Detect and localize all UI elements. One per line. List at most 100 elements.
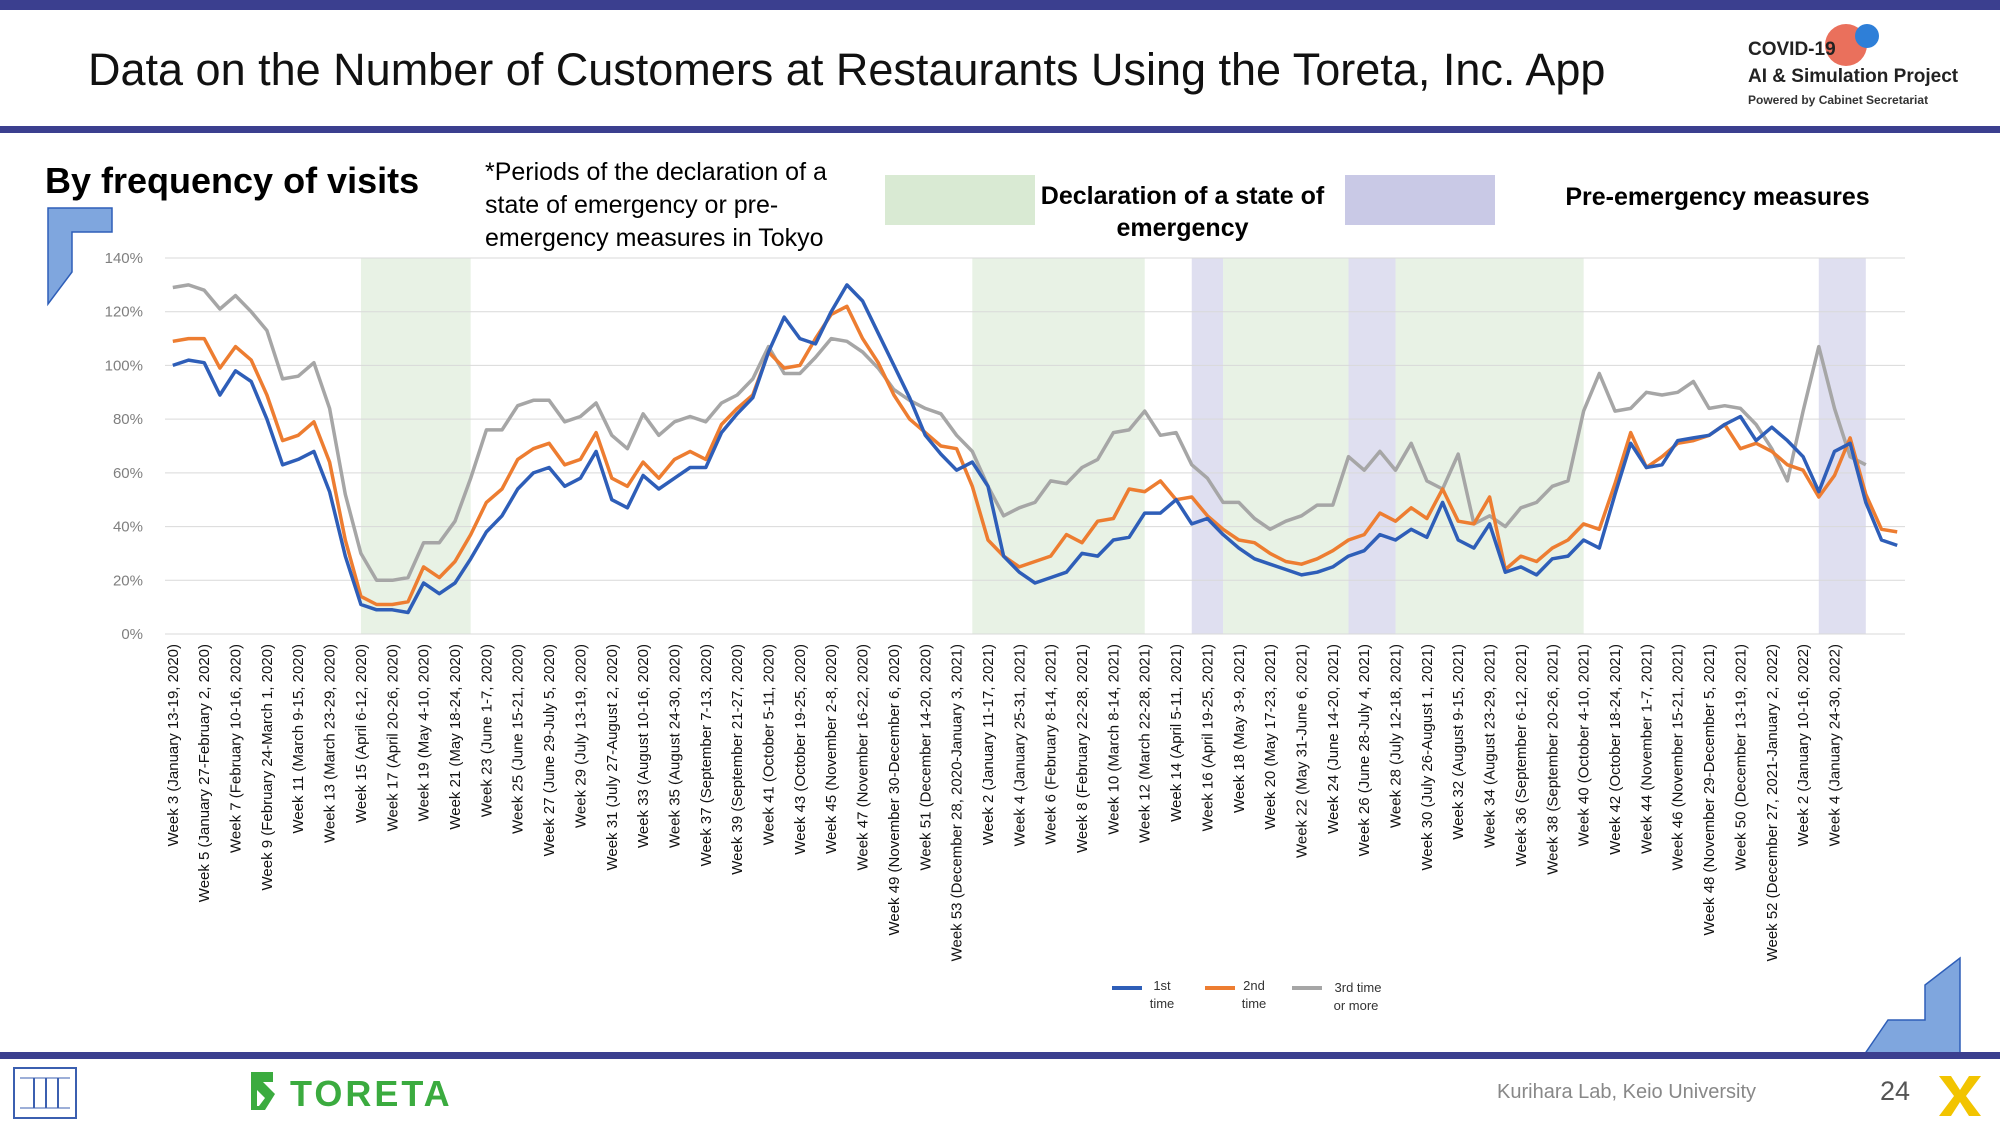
x-tick-label: Week 25 (June 15-21, 2020) bbox=[510, 644, 527, 834]
y-tick-label: 120% bbox=[105, 304, 143, 321]
y-tick-label: 20% bbox=[113, 572, 143, 589]
x-tick-label: Week 28 (July 12-18, 2021) bbox=[1388, 644, 1405, 828]
x-tick-label: Week 15 (April 6-12, 2020) bbox=[353, 644, 370, 823]
project-sub: Powered by Cabinet Secretariat bbox=[1748, 93, 1929, 107]
x-tick-label: Week 12 (March 22-28, 2021) bbox=[1137, 644, 1154, 843]
pre-emergency-period-band bbox=[1348, 258, 1396, 634]
x-tick-label: Week 4 (January 24-30, 2022) bbox=[1827, 644, 1844, 846]
period-shading bbox=[360, 258, 1866, 634]
x-tick-label: Week 30 (July 26-August 1, 2021) bbox=[1419, 644, 1436, 871]
legend-label-1st: 1st time bbox=[1150, 978, 1175, 1011]
series-line-3rd-time-or-more bbox=[172, 283, 1867, 583]
x-tick-label: Week 6 (February 8-14, 2021) bbox=[1043, 644, 1060, 845]
emergency-period-band bbox=[1395, 258, 1584, 634]
x-tick-label: Week 41 (October 5-11, 2020) bbox=[761, 644, 778, 845]
y-tick-label: 40% bbox=[113, 519, 143, 536]
x-tick-label: Week 36 (September 6-12, 2021) bbox=[1513, 644, 1530, 866]
x-tick-label: Week 26 (June 28-July 4, 2021) bbox=[1356, 644, 1373, 856]
x-tick-label: Week 27 (June 29-July 5, 2020) bbox=[541, 644, 558, 856]
x-tick-label: Week 9 (February 24-March 1, 2020) bbox=[259, 644, 276, 891]
corner-decoration-top-left bbox=[47, 207, 113, 307]
x-tick-label: Week 40 (October 4-10, 2021) bbox=[1576, 644, 1593, 846]
corner-decoration-bottom-right bbox=[1860, 956, 1961, 1059]
x-tick-label: Week 50 (December 13-19, 2021) bbox=[1732, 644, 1749, 871]
x-tick-label: Week 37 (September 7-13, 2020) bbox=[698, 644, 715, 866]
x-tick-label: Week 46 (November 15-21, 2021) bbox=[1670, 644, 1687, 871]
x-tick-label: Week 38 (September 20-26, 2021) bbox=[1544, 644, 1561, 875]
x-tick-label: Week 5 (January 27-February 2, 2020) bbox=[196, 644, 213, 902]
page-title: Data on the Number of Customers at Resta… bbox=[88, 44, 1606, 95]
x-tick-label: Week 17 (April 20-26, 2020) bbox=[384, 644, 401, 831]
x-tick-label: Week 32 (August 9-15, 2021) bbox=[1450, 644, 1467, 840]
project-logo-dot bbox=[1855, 24, 1879, 48]
x-tick-label: Week 53 (December 28, 2020-January 3, 20… bbox=[949, 644, 966, 961]
x-tick-label: Week 52 (December 27, 2021-January 2, 20… bbox=[1764, 644, 1781, 961]
legend-label-2nd: 2nd time bbox=[1242, 978, 1267, 1011]
keio-lab-logo bbox=[13, 1067, 77, 1119]
series-line-1st-time bbox=[172, 283, 1898, 615]
pre-emergency-period-band bbox=[1191, 258, 1224, 634]
x-tick-label: Week 43 (October 19-25, 2020) bbox=[792, 644, 809, 855]
x-tick-label: Week 42 (October 18-24, 2021) bbox=[1607, 644, 1624, 855]
x-tick-label: Week 2 (January 11-17, 2021) bbox=[980, 644, 997, 845]
x-axis-ticks: Week 3 (January 13-19, 2020) Week 5 (Janu… bbox=[165, 644, 1844, 961]
periods-note: *Periods of the declaration of a state o… bbox=[485, 158, 827, 252]
x-tick-label: Week 47 (November 16-22, 2020) bbox=[855, 644, 872, 871]
emergency-period-band bbox=[1223, 258, 1349, 634]
y-tick-label: 140% bbox=[105, 250, 143, 267]
series-lines bbox=[172, 283, 1898, 615]
emergency-legend-swatch bbox=[885, 175, 1035, 225]
project-line1: COVID-19 bbox=[1748, 39, 1836, 60]
x-tick-label: Week 13 (March 23-29, 2020) bbox=[322, 644, 339, 843]
y-axis-ticks: 0% 20% 40% 60% 80% 100% 120% 140% bbox=[105, 250, 143, 643]
x-tick-label: Week 39 (September 21-27, 2020) bbox=[729, 644, 746, 875]
x-tick-label: Week 34 (August 23-29, 2021) bbox=[1482, 644, 1499, 848]
x-tick-label: Week 45 (November 2-8, 2020) bbox=[823, 644, 840, 854]
footer-divider bbox=[0, 1052, 2000, 1059]
y-tick-label: 60% bbox=[113, 465, 143, 482]
y-tick-label: 0% bbox=[121, 626, 143, 643]
x-tick-label: Week 20 (May 17-23, 2021) bbox=[1262, 644, 1279, 830]
x-tick-label: Week 48 (November 29-December 5, 2021) bbox=[1701, 644, 1718, 936]
x-tick-label: Week 21 (May 18-24, 2020) bbox=[447, 644, 464, 830]
x-tick-label: Week 3 (January 13-19, 2020) bbox=[165, 644, 182, 846]
x-tick-label: Week 7 (February 10-16, 2020) bbox=[228, 644, 245, 853]
x-tick-label: Week 2 (January 10-16, 2022) bbox=[1795, 644, 1812, 846]
x-logo-icon bbox=[1939, 1076, 1981, 1116]
x-tick-label: Week 10 (March 8-14, 2021) bbox=[1105, 644, 1122, 835]
x-tick-label: Week 11 (March 9-15, 2020) bbox=[290, 644, 307, 834]
project-logo-text: COVID-19 AI & Simulation Project bbox=[1748, 36, 1958, 90]
x-tick-label: Week 51 (December 14-20, 2020) bbox=[917, 644, 934, 871]
chart-subtitle: By frequency of visits bbox=[45, 160, 420, 201]
x-tick-label: Week 31 (July 27-August 2, 2020) bbox=[604, 644, 621, 871]
pre-emergency-legend-label: Pre-emergency measures bbox=[1565, 183, 1870, 211]
x-tick-label: Week 33 (August 10-16, 2020) bbox=[635, 644, 652, 848]
series-line-2nd-time bbox=[172, 304, 1898, 607]
emergency-legend-label: Declaration of a state of emergency bbox=[1040, 182, 1325, 242]
x-tick-label: Week 14 (April 5-11, 2021) bbox=[1168, 644, 1185, 822]
x-tick-label: Week 24 (June 14-20, 2021) bbox=[1325, 644, 1342, 834]
x-tick-label: Week 29 (July 13-19, 2020) bbox=[572, 644, 589, 828]
x-tick-label: Week 35 (August 24-30, 2020) bbox=[667, 644, 684, 848]
x-tick-label: Week 22 (May 31-June 6, 2021) bbox=[1294, 644, 1311, 858]
pre-emergency-legend-swatch bbox=[1345, 175, 1495, 225]
page-number: 24 bbox=[1880, 1076, 1911, 1106]
emergency-period-band bbox=[360, 258, 471, 634]
x-tick-label: Week 44 (November 1-7, 2021) bbox=[1638, 644, 1655, 854]
x-tick-label: Week 18 (May 3-9, 2021) bbox=[1231, 644, 1248, 813]
project-line2: AI & Simulation Project bbox=[1748, 66, 1959, 87]
toreta-logo-icon bbox=[251, 1072, 275, 1110]
toreta-logo-text: TORETA bbox=[290, 1073, 453, 1114]
x-tick-label: Week 4 (January 25-31, 2021) bbox=[1011, 644, 1028, 846]
x-tick-label: Week 23 (June 1-7, 2020) bbox=[478, 644, 495, 817]
top-accent-bar bbox=[0, 0, 2000, 10]
legend-label-3rd: 3rd time or more bbox=[1334, 980, 1382, 1013]
x-tick-label: Week 19 (May 4-10, 2020) bbox=[416, 644, 433, 821]
emergency-period-band bbox=[972, 258, 1145, 634]
x-tick-label: Week 16 (April 19-25, 2021) bbox=[1199, 644, 1216, 831]
y-tick-label: 80% bbox=[113, 411, 143, 428]
y-tick-label: 100% bbox=[105, 357, 143, 374]
title-divider bbox=[0, 126, 2000, 133]
footer-lab-credit: Kurihara Lab, Keio University bbox=[1497, 1081, 1757, 1103]
